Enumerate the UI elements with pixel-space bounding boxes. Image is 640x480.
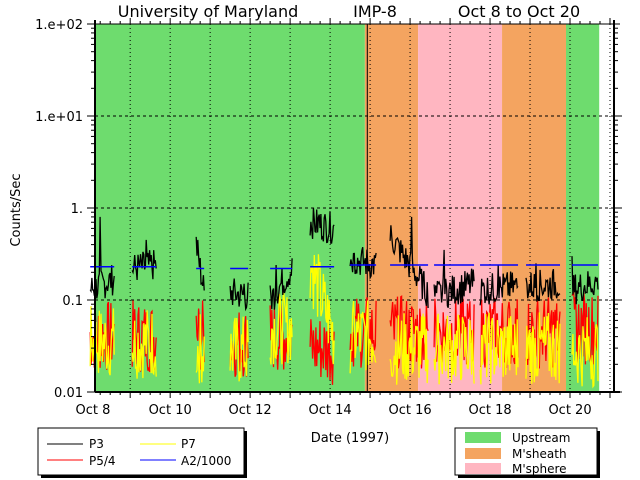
chart-title: University of Maryland IMP-8 Oct 8 to Oc… [118, 2, 580, 21]
series-p7-segment-5 [309, 254, 335, 365]
legend-swatch-upstream [465, 432, 501, 443]
x-tick-label: Oct 16 [389, 403, 432, 418]
series-p7-segment-8 [433, 313, 475, 385]
region-legend: Upstream M'sheath M'sphere [454, 427, 600, 478]
series-p7-segment-3 [229, 316, 249, 382]
series-p3-segment-3 [229, 278, 249, 312]
x-tick-label: Oct 14 [309, 403, 352, 418]
x-tick-label: Oct 18 [468, 403, 511, 418]
legend-label-p7: P7 [181, 437, 196, 451]
series-p3-segment-7 [389, 216, 429, 309]
y-tick-label: 0.1 [62, 294, 83, 309]
tick-labels: 1.e+02 1.e+01 1. 0.1 0.01 Oct 8 Oct 10 Oct 12 Oc… [35, 18, 591, 418]
y-axis-label: Counts/Sec [9, 173, 24, 246]
series-p7-segment-11 [571, 317, 599, 389]
series-p5-4-segment-11 [571, 291, 599, 365]
axes [87, 18, 622, 398]
series-legend: P3 P5/4 P7 A2/1000 [37, 427, 247, 478]
series-p3-segment-8 [433, 249, 475, 308]
gridlines [95, 23, 614, 393]
legend-swatch-msphere [465, 463, 501, 474]
series-p5-4-segment-5 [309, 319, 335, 385]
x-tick-label: Oct 12 [229, 403, 272, 418]
series-p3-segment-2 [195, 236, 205, 291]
x-tick-label: Oct 8 [76, 403, 111, 418]
series-p7-segment-6 [349, 300, 377, 374]
x-axis-label: Date (1997) [311, 431, 389, 446]
series-p5-4-segment-7 [389, 295, 429, 369]
y-tick-label: 0.01 [54, 386, 83, 401]
y-tick-label: 1.e+02 [35, 18, 83, 33]
legend-label-a2: A2/1000 [181, 454, 231, 468]
series-p7-segment-4 [269, 291, 293, 365]
series-p3-segment-4 [269, 258, 293, 310]
title-date-range: Oct 8 to Oct 20 [458, 2, 580, 21]
legend-label-p3: P3 [89, 437, 104, 451]
y-tick-label: 1.e+01 [35, 110, 83, 125]
series-p7-segment-10 [525, 312, 561, 384]
series-p3-segment-9 [479, 264, 519, 306]
series-p3-segment-10 [525, 263, 561, 302]
series-p7-segment-9 [479, 312, 519, 385]
series-p7-segment-1 [131, 310, 157, 379]
series-p7-segment-2 [195, 314, 205, 384]
legend-label-msphere: M'sphere [512, 462, 567, 476]
series-p3-segment-1 [131, 239, 157, 281]
y-tick-label: 1. [71, 202, 83, 217]
legend-swatch-msheath [465, 448, 501, 459]
x-tick-label: Oct 10 [149, 403, 192, 418]
legend-label-p5-4: P5/4 [89, 454, 116, 468]
title-institution: University of Maryland [118, 2, 299, 21]
legend-label-msheath: M'sheath [512, 447, 567, 461]
series-p7-segment-7 [389, 313, 429, 385]
series-lines [89, 207, 599, 389]
x-tick-label: Oct 20 [548, 403, 591, 418]
series-p3-segment-11 [571, 256, 599, 305]
series-p3-segment-5 [309, 207, 335, 244]
series-p3-segment-6 [349, 247, 377, 280]
title-spacecraft: IMP-8 [353, 2, 397, 21]
legend-label-upstream: Upstream [512, 431, 570, 445]
